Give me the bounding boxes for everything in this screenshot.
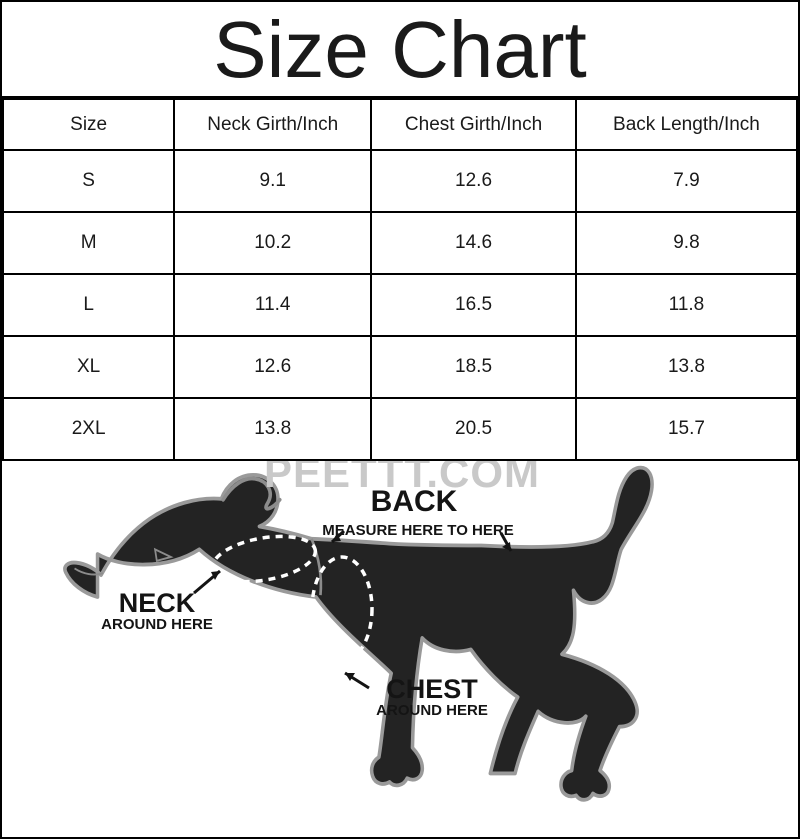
svg-text:AROUND HERE: AROUND HERE (376, 702, 488, 719)
svg-text:CHEST: CHEST (386, 674, 478, 704)
svg-text:NECK: NECK (119, 588, 196, 618)
svg-text:MEASURE HERE TO HERE: MEASURE HERE TO HERE (322, 522, 513, 539)
svg-text:AROUND HERE: AROUND HERE (101, 616, 213, 633)
svg-text:BACK: BACK (371, 485, 458, 518)
